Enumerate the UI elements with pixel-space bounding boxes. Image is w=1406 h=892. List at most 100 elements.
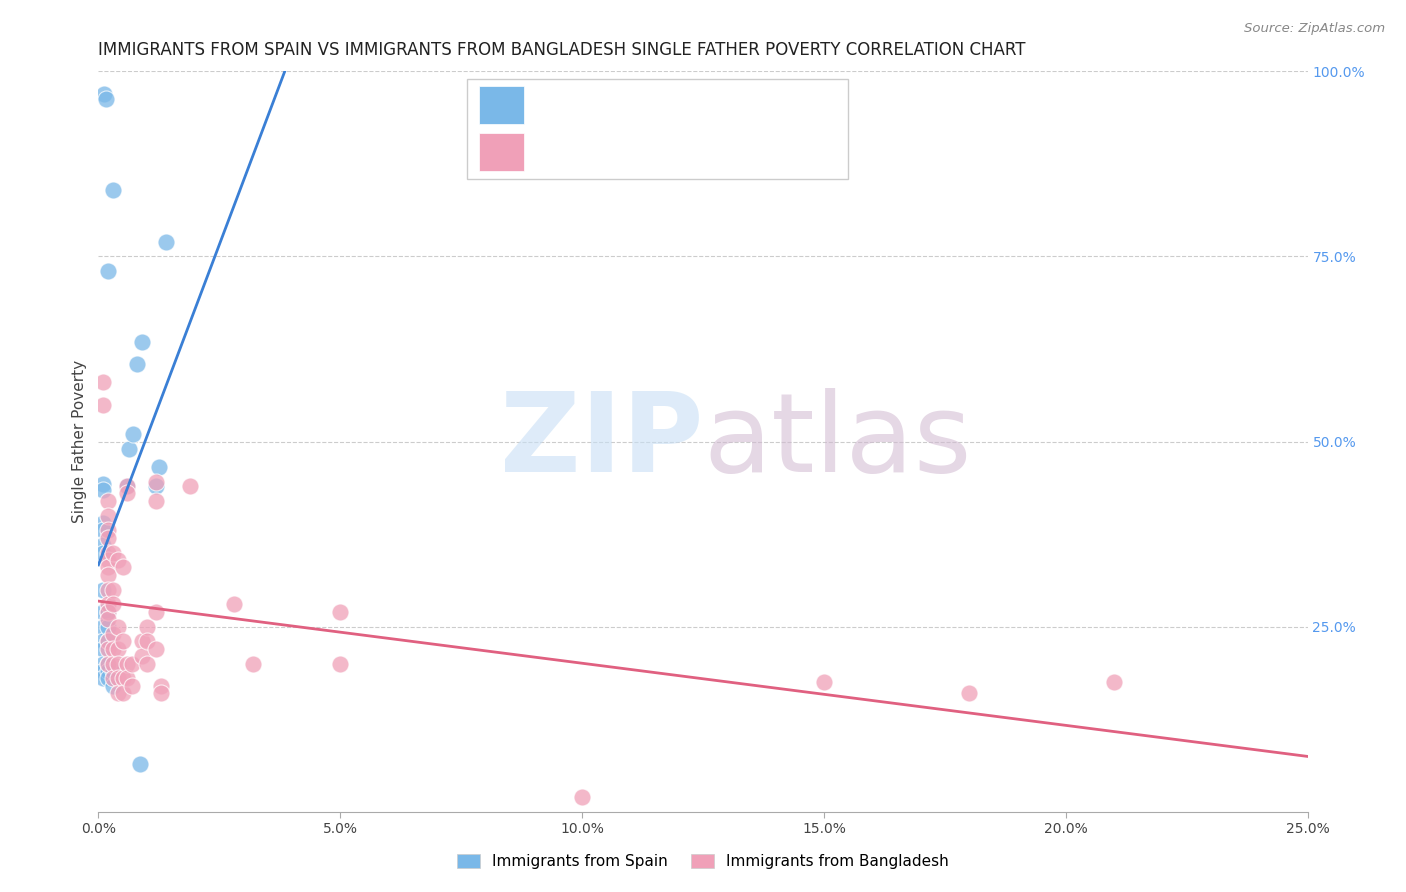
Point	[117, 672, 139, 686]
Point	[91, 634, 114, 648]
Y-axis label: Single Father Poverty: Single Father Poverty	[72, 360, 87, 523]
Point	[813, 675, 835, 690]
Point	[97, 582, 120, 597]
Point	[91, 376, 114, 390]
Point	[91, 483, 114, 497]
Point	[101, 641, 124, 656]
Point	[118, 442, 141, 456]
Point	[91, 657, 114, 671]
Point	[91, 476, 114, 491]
Point	[101, 598, 124, 612]
Point	[97, 560, 120, 574]
Point	[91, 546, 114, 560]
Point	[97, 553, 120, 567]
Point	[117, 486, 139, 500]
Point	[242, 657, 264, 671]
Point	[91, 641, 114, 656]
Point	[93, 87, 115, 101]
Point	[150, 679, 173, 693]
Point	[117, 479, 139, 493]
Point	[107, 553, 129, 567]
Point	[571, 789, 593, 804]
Point	[97, 264, 120, 278]
Point	[111, 686, 134, 700]
Point	[107, 619, 129, 633]
Point	[329, 605, 352, 619]
Point	[131, 334, 153, 349]
Point	[107, 657, 129, 671]
Text: Source: ZipAtlas.com: Source: ZipAtlas.com	[1244, 22, 1385, 36]
Point	[107, 672, 129, 686]
Point	[91, 516, 114, 530]
Point	[101, 582, 124, 597]
Point	[117, 479, 139, 493]
Point	[117, 657, 139, 671]
Point	[111, 560, 134, 574]
Point	[135, 657, 157, 671]
Point	[135, 619, 157, 633]
Point	[97, 598, 120, 612]
Legend: Immigrants from Spain, Immigrants from Bangladesh: Immigrants from Spain, Immigrants from B…	[451, 848, 955, 875]
Text: IMMIGRANTS FROM SPAIN VS IMMIGRANTS FROM BANGLADESH SINGLE FATHER POVERTY CORREL: IMMIGRANTS FROM SPAIN VS IMMIGRANTS FROM…	[98, 41, 1026, 59]
Point	[131, 649, 153, 664]
Point	[91, 582, 114, 597]
Point	[101, 679, 124, 693]
Point	[957, 686, 980, 700]
Point	[101, 183, 124, 197]
Point	[97, 493, 120, 508]
Point	[150, 686, 173, 700]
Point	[91, 619, 114, 633]
Point	[155, 235, 177, 249]
Point	[91, 538, 114, 552]
Point	[97, 641, 120, 656]
Point	[145, 605, 167, 619]
Point	[131, 634, 153, 648]
Point	[97, 657, 120, 671]
Point	[111, 634, 134, 648]
Point	[97, 567, 120, 582]
Text: atlas: atlas	[703, 388, 972, 495]
Point	[101, 657, 124, 671]
Point	[101, 664, 124, 678]
Point	[107, 686, 129, 700]
Point	[97, 634, 120, 648]
Point	[111, 672, 134, 686]
Point	[97, 605, 120, 619]
Point	[107, 641, 129, 656]
Point	[121, 679, 143, 693]
Point	[1102, 675, 1125, 690]
Point	[97, 634, 120, 648]
Point	[145, 475, 167, 490]
Point	[91, 398, 114, 412]
Point	[145, 641, 167, 656]
Point	[91, 672, 114, 686]
Point	[101, 627, 124, 641]
Point	[121, 657, 143, 671]
Point	[122, 427, 145, 442]
Point	[101, 672, 124, 686]
Point	[97, 605, 120, 619]
Point	[94, 92, 117, 106]
Point	[329, 657, 352, 671]
Point	[97, 619, 120, 633]
Point	[145, 479, 167, 493]
Point	[222, 598, 245, 612]
Point	[179, 479, 201, 493]
Point	[97, 531, 120, 545]
Point	[97, 612, 120, 626]
Point	[97, 664, 120, 678]
Point	[101, 546, 124, 560]
Point	[91, 605, 114, 619]
Text: ZIP: ZIP	[499, 388, 703, 495]
Point	[91, 524, 114, 538]
Point	[128, 756, 150, 771]
Point	[97, 672, 120, 686]
Point	[148, 460, 170, 475]
Point	[127, 357, 149, 371]
Point	[91, 664, 114, 678]
Point	[145, 493, 167, 508]
Point	[97, 657, 120, 671]
Point	[97, 508, 120, 523]
Point	[97, 546, 120, 560]
Point	[97, 524, 120, 538]
